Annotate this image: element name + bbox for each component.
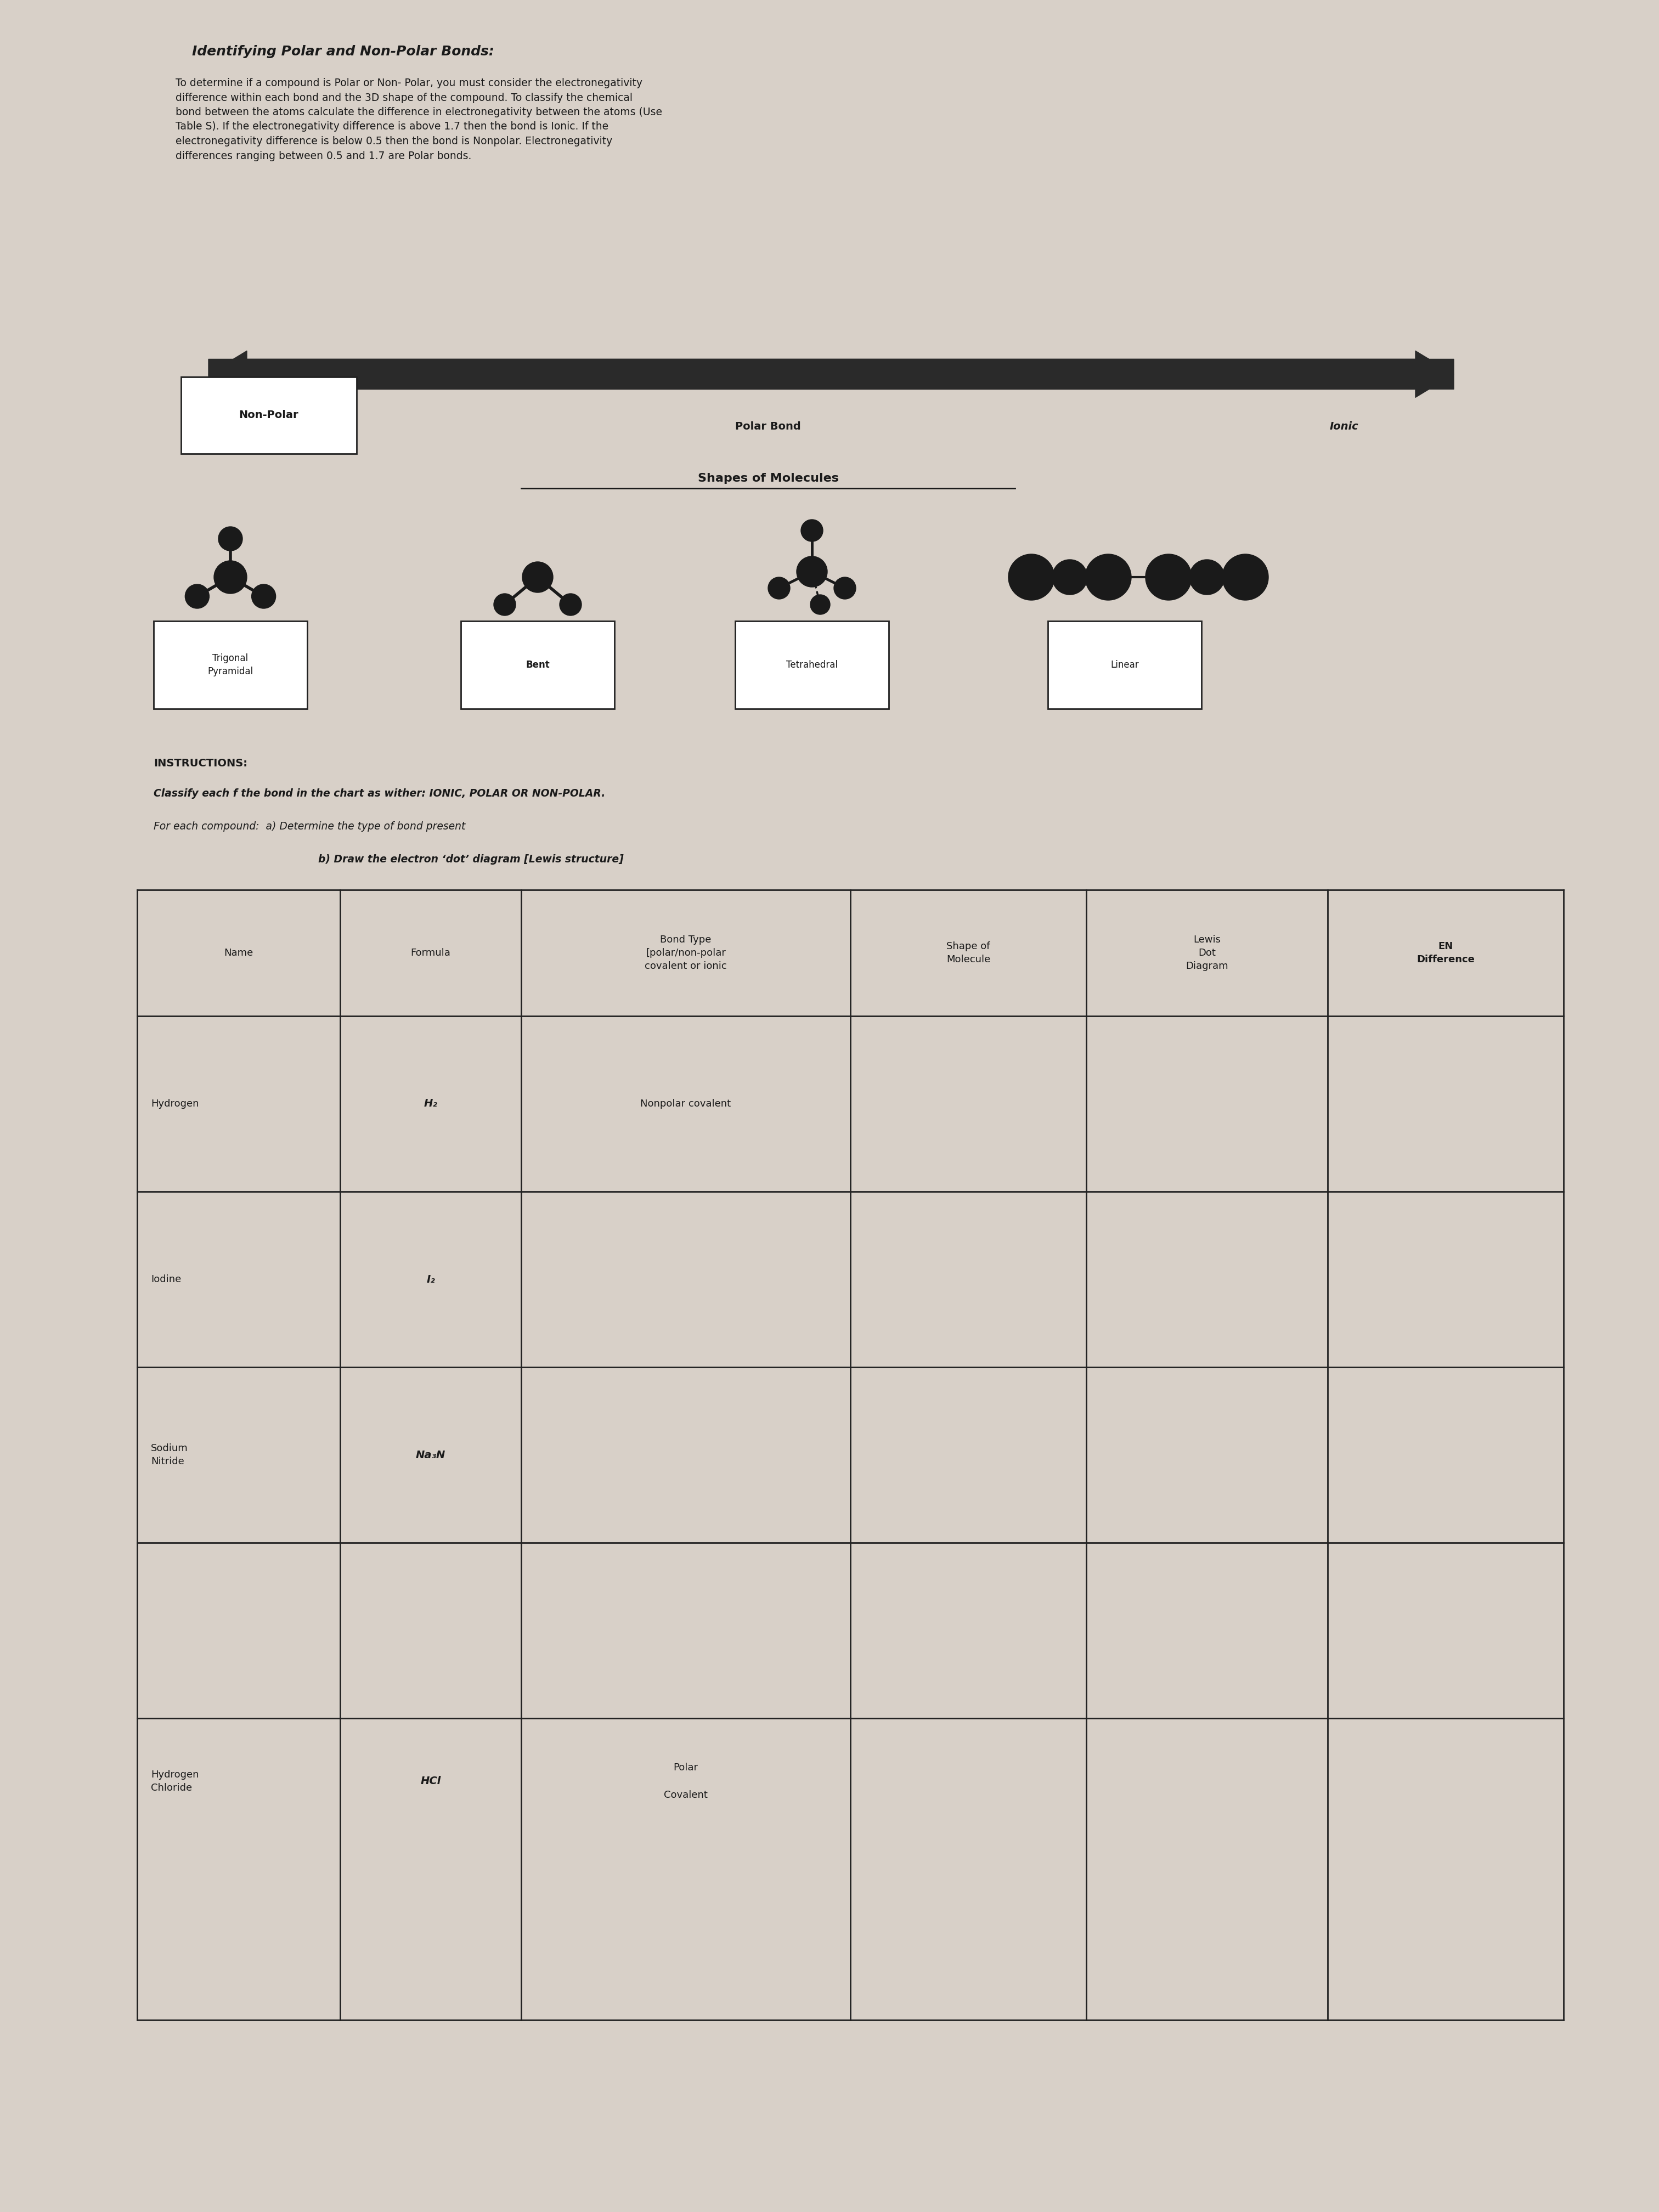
Text: Sodium
Nitride: Sodium Nitride (151, 1444, 187, 1467)
Text: Identifying Polar and Non-Polar Bonds:: Identifying Polar and Non-Polar Bonds: (192, 44, 494, 58)
Text: HCl: HCl (420, 1776, 441, 1787)
Text: Bent: Bent (526, 659, 549, 670)
Text: Polar

Covalent: Polar Covalent (664, 1763, 708, 1801)
Text: To determine if a compound is Polar or Non- Polar, you must consider the electro: To determine if a compound is Polar or N… (176, 77, 662, 161)
Circle shape (801, 520, 823, 542)
Text: Formula: Formula (411, 949, 451, 958)
Text: Hydrogen: Hydrogen (151, 1099, 199, 1108)
Circle shape (834, 577, 856, 599)
Text: Hydrogen
Chloride: Hydrogen Chloride (151, 1770, 199, 1792)
Text: Shape of
Molecule: Shape of Molecule (946, 942, 990, 964)
Circle shape (1085, 553, 1131, 599)
Text: b) Draw the electron ‘dot’ diagram [Lewis structure]: b) Draw the electron ‘dot’ diagram [Lewi… (319, 854, 624, 865)
Text: Classify each f the bond in the chart as wither: IONIC, POLAR OR NON-POLAR.: Classify each f the bond in the chart as… (154, 787, 606, 799)
Circle shape (494, 593, 516, 615)
Circle shape (252, 584, 275, 608)
Circle shape (810, 595, 830, 615)
Text: For each compound:  a) Determine the type of bond present: For each compound: a) Determine the type… (154, 821, 466, 832)
FancyBboxPatch shape (154, 622, 307, 708)
Text: EN
Difference: EN Difference (1417, 942, 1475, 964)
Text: Trigonal
Pyramidal: Trigonal Pyramidal (207, 653, 254, 677)
Text: Polar Bond: Polar Bond (735, 420, 801, 431)
FancyArrow shape (209, 352, 1453, 398)
Text: Linear: Linear (1110, 659, 1138, 670)
Circle shape (768, 577, 790, 599)
Circle shape (219, 526, 242, 551)
Text: I₂: I₂ (426, 1274, 435, 1285)
Text: Shapes of Molecules: Shapes of Molecules (697, 473, 838, 484)
Text: Ionic: Ionic (1329, 420, 1359, 431)
Text: Name: Name (224, 949, 254, 958)
Circle shape (1052, 560, 1087, 595)
Text: Nonpolar covalent: Nonpolar covalent (640, 1099, 732, 1108)
FancyArrow shape (209, 352, 1453, 398)
Circle shape (186, 584, 209, 608)
Text: Iodine: Iodine (151, 1274, 181, 1285)
FancyBboxPatch shape (461, 622, 614, 708)
Text: Na₃N: Na₃N (416, 1449, 446, 1460)
Text: Lewis
Dot
Diagram: Lewis Dot Diagram (1186, 936, 1228, 971)
FancyBboxPatch shape (735, 622, 889, 708)
Circle shape (523, 562, 552, 593)
Circle shape (214, 560, 247, 593)
Circle shape (1009, 553, 1055, 599)
FancyBboxPatch shape (181, 376, 357, 453)
Circle shape (1190, 560, 1224, 595)
FancyBboxPatch shape (1048, 622, 1201, 708)
Text: Non-Polar: Non-Polar (239, 409, 299, 420)
Circle shape (1145, 553, 1191, 599)
Circle shape (1223, 553, 1269, 599)
Circle shape (796, 555, 828, 586)
Circle shape (559, 593, 582, 615)
Text: INSTRUCTIONS:: INSTRUCTIONS: (154, 759, 247, 768)
Text: H₂: H₂ (423, 1099, 438, 1108)
Text: Bond Type
[polar/non-polar
covalent or ionic: Bond Type [polar/non-polar covalent or i… (645, 936, 727, 971)
Text: Tetrahedral: Tetrahedral (786, 659, 838, 670)
